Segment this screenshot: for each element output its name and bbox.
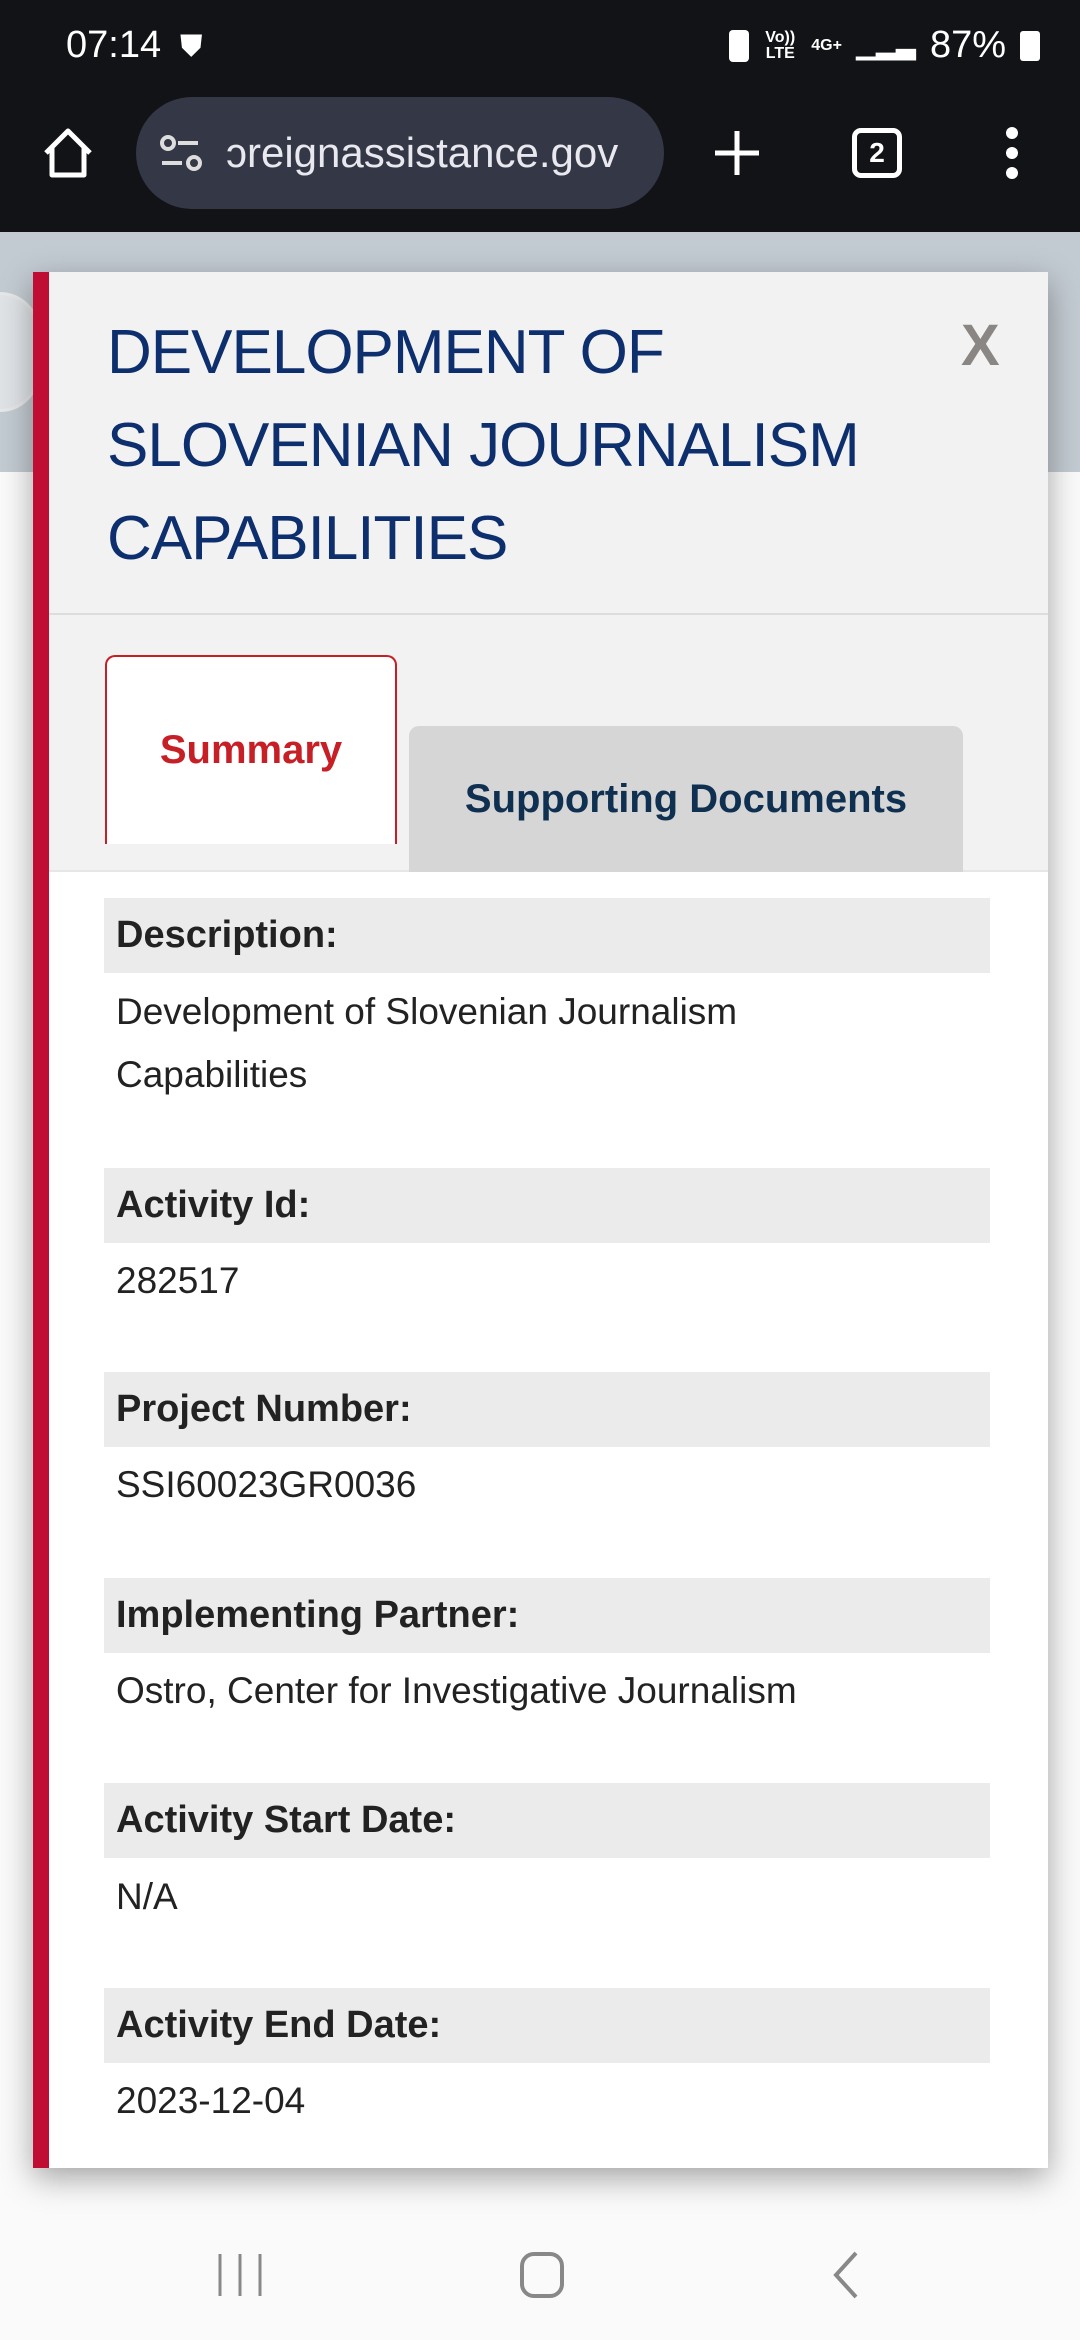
implementing-partner-value: Ostro, Center for Investigative Journali… (116, 1670, 797, 1711)
status-bar: 07:14 ⛊ Vo)) LTE 4G+ ▁▂▃ 87% (0, 0, 1080, 100)
clock: 07:14 (66, 24, 162, 66)
tab-summary[interactable]: Summary (105, 655, 397, 844)
volte-indicator: Vo)) LTE (765, 28, 796, 62)
modal-title: DEVELOPMENT OF SLOVENIAN JOURNALISM CAPA… (107, 318, 860, 573)
address-bar[interactable]: ɔreignassistance.gov (136, 97, 664, 209)
project-number-label: Project Number: (104, 1372, 990, 1447)
end-date-value: 2023-12-04 (116, 2080, 306, 2121)
system-nav-bar (0, 2230, 1080, 2340)
tab-switcher-button[interactable]: 2 (852, 128, 902, 178)
battery-icon (1020, 30, 1040, 61)
url-text[interactable]: ɔreignassistance.gov (226, 129, 619, 176)
status-icons: Vo)) LTE 4G+ ▁▂▃ 87% (729, 24, 1040, 67)
network-indicator: 4G+ (811, 36, 842, 54)
home-icon[interactable] (40, 125, 96, 181)
start-date-value: N/A (116, 1876, 178, 1917)
back-icon[interactable] (828, 2250, 864, 2300)
battery-saver-icon (729, 29, 750, 62)
shield-icon: ⛊ (180, 30, 203, 63)
tab-supporting-documents[interactable]: Supporting Documents (409, 726, 963, 872)
activity-modal: DEVELOPMENT OF SLOVENIAN JOURNALISM CAPA… (33, 272, 1048, 2168)
recent-apps-icon[interactable] (212, 2252, 268, 2298)
implementing-partner-label: Implementing Partner: (104, 1578, 990, 1653)
project-number-value: SSI60023GR0036 (116, 1464, 417, 1505)
modal-header: DEVELOPMENT OF SLOVENIAN JOURNALISM CAPA… (49, 272, 1048, 615)
start-date-label: Activity Start Date: (104, 1783, 990, 1858)
tab-count: 2 (869, 137, 885, 168)
activity-id-label: Activity Id: (104, 1168, 990, 1243)
more-menu-icon[interactable] (998, 125, 1026, 181)
close-button[interactable]: X (961, 313, 1000, 378)
end-date-label: Activity End Date: (104, 1988, 990, 2063)
site-settings-icon[interactable] (158, 133, 208, 173)
activity-id-value: 282517 (116, 1260, 240, 1301)
description-value: Development of Slovenian Journalism Capa… (116, 991, 738, 1095)
home-nav-icon[interactable] (518, 2250, 568, 2300)
battery-percent: 87% (929, 24, 1006, 66)
new-tab-icon[interactable] (712, 128, 762, 178)
signal-icon: ▁▂▃ (855, 30, 916, 60)
description-label: Description: (104, 898, 990, 973)
